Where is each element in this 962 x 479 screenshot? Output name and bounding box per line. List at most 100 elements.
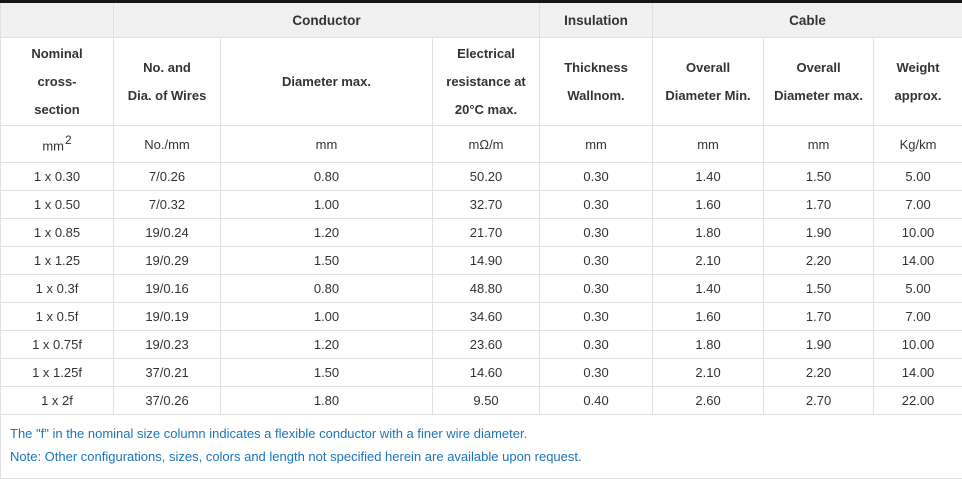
table-cell: 1.50 bbox=[764, 163, 874, 191]
table-cell: 0.30 bbox=[540, 191, 653, 219]
table-cell: 0.40 bbox=[540, 387, 653, 415]
table-cell: 1.70 bbox=[764, 303, 874, 331]
header-no-dia-wires: No. and Dia. of Wires bbox=[114, 38, 221, 126]
table-cell: 2.70 bbox=[764, 387, 874, 415]
table-cell: 0.30 bbox=[540, 247, 653, 275]
corner-cell bbox=[1, 2, 114, 38]
table-cell: 2.20 bbox=[764, 247, 874, 275]
table-cell: 22.00 bbox=[874, 387, 962, 415]
unit-mm-overall-min: mm bbox=[653, 126, 764, 163]
table-cell: 7/0.26 bbox=[114, 163, 221, 191]
table-cell: 1.60 bbox=[653, 303, 764, 331]
notes-cell: The "f" in the nominal size column indic… bbox=[1, 415, 962, 479]
table-cell: 7/0.32 bbox=[114, 191, 221, 219]
table-cell: 19/0.29 bbox=[114, 247, 221, 275]
unit-mm2: mm2 bbox=[1, 126, 114, 163]
table-cell: 1 x 0.3f bbox=[1, 275, 114, 303]
header-thickness-wallnom: Thickness Wallnom. bbox=[540, 38, 653, 126]
table-cell: 1.80 bbox=[653, 219, 764, 247]
table-cell: 34.60 bbox=[433, 303, 540, 331]
table-cell: 19/0.19 bbox=[114, 303, 221, 331]
table-cell: 7.00 bbox=[874, 303, 962, 331]
unit-mm-diameter: mm bbox=[221, 126, 433, 163]
unit-kg-per-km: Kg/km bbox=[874, 126, 962, 163]
table-cell: 1.40 bbox=[653, 275, 764, 303]
table-cell: 1.20 bbox=[221, 331, 433, 359]
table-cell: 1.80 bbox=[653, 331, 764, 359]
group-header-cable: Cable bbox=[653, 2, 962, 38]
table-cell: 2.20 bbox=[764, 359, 874, 387]
table-cell: 14.60 bbox=[433, 359, 540, 387]
header-electrical-resistance: Electrical resistance at 20°C max. bbox=[433, 38, 540, 126]
table-cell: 1.70 bbox=[764, 191, 874, 219]
table-cell: 1.50 bbox=[221, 247, 433, 275]
notes-row: The "f" in the nominal size column indic… bbox=[1, 415, 962, 479]
table-cell: 1.40 bbox=[653, 163, 764, 191]
table-cell: 1.00 bbox=[221, 303, 433, 331]
table-cell: 37/0.21 bbox=[114, 359, 221, 387]
group-header-row: Conductor Insulation Cable bbox=[1, 2, 962, 38]
table-cell: 14.00 bbox=[874, 359, 962, 387]
table-cell: 1 x 0.85 bbox=[1, 219, 114, 247]
table-cell: 9.50 bbox=[433, 387, 540, 415]
table-cell: 10.00 bbox=[874, 331, 962, 359]
table-cell: 5.00 bbox=[874, 163, 962, 191]
table-cell: 50.20 bbox=[433, 163, 540, 191]
table-cell: 5.00 bbox=[874, 275, 962, 303]
group-header-insulation: Insulation bbox=[540, 2, 653, 38]
table-cell: 0.30 bbox=[540, 219, 653, 247]
note-flexible-conductor: The "f" in the nominal size column indic… bbox=[10, 426, 952, 442]
table-cell: 1.60 bbox=[653, 191, 764, 219]
table-cell: 1 x 2f bbox=[1, 387, 114, 415]
unit-superscript: 2 bbox=[65, 133, 72, 147]
header-weight-approx: Weight approx. bbox=[874, 38, 962, 126]
table-cell: 1.50 bbox=[764, 275, 874, 303]
table-cell: 48.80 bbox=[433, 275, 540, 303]
table-cell: 19/0.23 bbox=[114, 331, 221, 359]
table-cell: 2.60 bbox=[653, 387, 764, 415]
column-header-row: Nominal cross- section No. and Dia. of W… bbox=[1, 38, 962, 126]
units-row: mm2 No./mm mm mΩ/m mm mm mm Kg/km bbox=[1, 126, 962, 163]
table-cell: 37/0.26 bbox=[114, 387, 221, 415]
table-cell: 19/0.16 bbox=[114, 275, 221, 303]
table-cell: 1 x 0.75f bbox=[1, 331, 114, 359]
table-cell: 1 x 0.50 bbox=[1, 191, 114, 219]
table-cell: 0.30 bbox=[540, 163, 653, 191]
table-cell: 23.60 bbox=[433, 331, 540, 359]
table-cell: 1.80 bbox=[221, 387, 433, 415]
table-cell: 0.30 bbox=[540, 331, 653, 359]
table-cell: 0.80 bbox=[221, 163, 433, 191]
table-cell: 1.20 bbox=[221, 219, 433, 247]
table-cell: 21.70 bbox=[433, 219, 540, 247]
header-nominal-cross-section: Nominal cross- section bbox=[1, 38, 114, 126]
table-cell: 0.30 bbox=[540, 359, 653, 387]
table-cell: 7.00 bbox=[874, 191, 962, 219]
unit-mohm-per-m: mΩ/m bbox=[433, 126, 540, 163]
unit-mm-overall-max: mm bbox=[764, 126, 874, 163]
table-cell: 14.00 bbox=[874, 247, 962, 275]
table-cell: 1 x 0.5f bbox=[1, 303, 114, 331]
note-availability: Note: Other configurations, sizes, color… bbox=[10, 449, 952, 465]
header-overall-diameter-max: Overall Diameter max. bbox=[764, 38, 874, 126]
table-cell: 1 x 0.30 bbox=[1, 163, 114, 191]
unit-no-per-mm: No./mm bbox=[114, 126, 221, 163]
table-cell: 2.10 bbox=[653, 247, 764, 275]
group-header-conductor: Conductor bbox=[114, 2, 540, 38]
table-cell: 1.90 bbox=[764, 219, 874, 247]
table-cell: 0.30 bbox=[540, 303, 653, 331]
table-cell: 1.90 bbox=[764, 331, 874, 359]
table-cell: 1.50 bbox=[221, 359, 433, 387]
header-overall-diameter-min: Overall Diameter Min. bbox=[653, 38, 764, 126]
table-cell: 1.00 bbox=[221, 191, 433, 219]
table-cell: 10.00 bbox=[874, 219, 962, 247]
table-cell: 32.70 bbox=[433, 191, 540, 219]
table-cell: 1 x 1.25f bbox=[1, 359, 114, 387]
